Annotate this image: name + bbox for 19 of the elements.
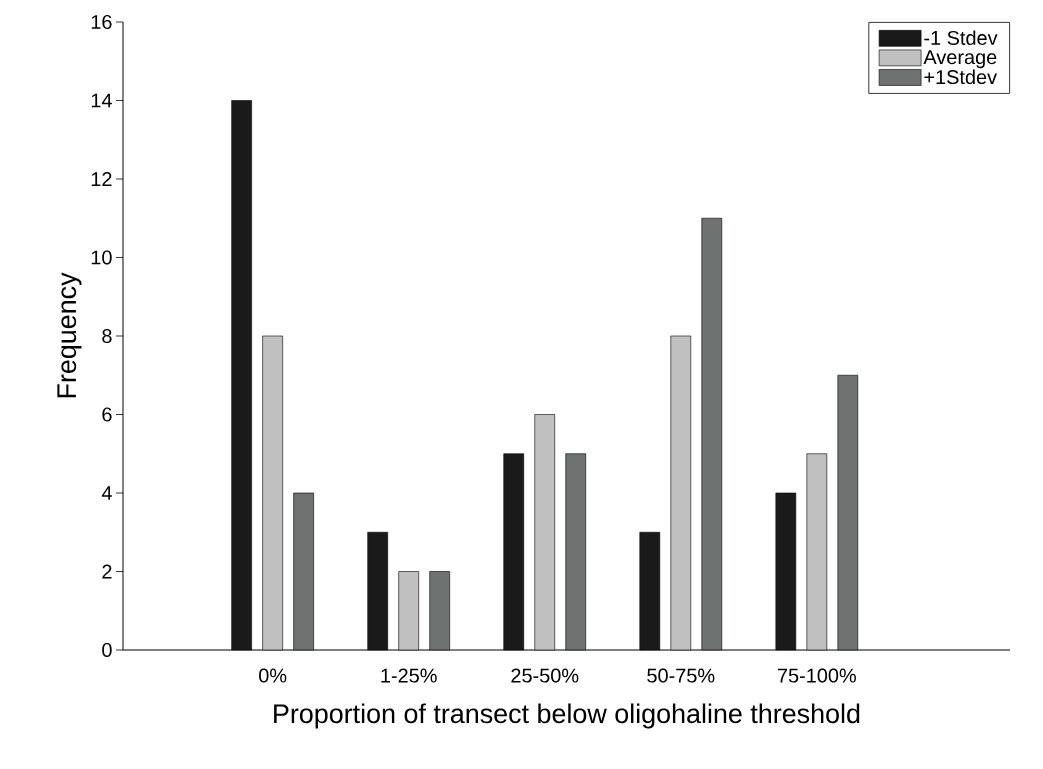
y-axis-title: Frequency [57, 272, 82, 398]
x-axis-title: Proportion of transect below oligohaline threshold [274, 703, 860, 729]
legend-label: +1Stdev [924, 69, 997, 85]
y-tick-label: 14 [91, 93, 112, 108]
y-tick-label: 4 [101, 486, 112, 500]
y-tick-label: 16 [91, 14, 112, 30]
x-tick-label: 75-100% [777, 668, 856, 683]
legend-label: -1 Stdev [924, 30, 998, 46]
y-tick-label: 8 [102, 328, 112, 344]
y-tick-label: 2 [102, 564, 112, 579]
x-tick-label: 0% [259, 668, 287, 683]
y-tick-label: 0 [102, 642, 112, 658]
x-tick-label: 50-75% [647, 668, 715, 683]
legend-label: Average [923, 50, 997, 69]
y-tick-label: 12 [91, 172, 112, 186]
x-tick-label: 25-50% [511, 668, 579, 683]
y-tick-label: 10 [91, 250, 112, 265]
y-tick-label: 6 [102, 407, 112, 422]
x-tick-label: 1-25% [381, 668, 437, 683]
